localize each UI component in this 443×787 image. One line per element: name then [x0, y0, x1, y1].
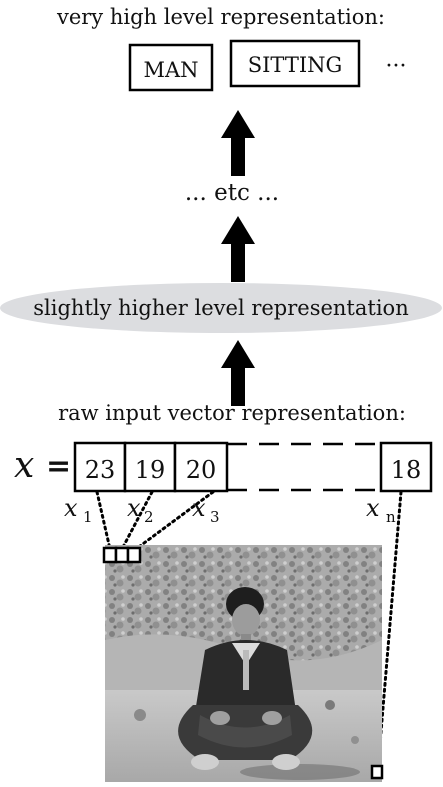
subscript-label-x2: x 2 — [127, 494, 154, 526]
svg-text:n: n — [386, 508, 396, 526]
svg-text:1: 1 — [83, 508, 93, 526]
vector-cell-n: 18 — [379, 441, 433, 493]
vector-cell-n-value: 18 — [391, 456, 422, 484]
input-photo — [105, 545, 382, 782]
subscript-label-x1: x 1 — [64, 494, 93, 526]
etc-label: ... etc ... — [185, 180, 279, 206]
vector-cell-3-value: 20 — [186, 456, 217, 484]
pixel-markers — [102, 546, 384, 780]
vector-cell-1: 23 — [73, 441, 127, 493]
subscript-label-xn: x n — [366, 494, 396, 526]
svg-text:3: 3 — [210, 508, 220, 526]
vector-cell-3: 20 — [173, 441, 229, 493]
up-arrow-top — [221, 110, 255, 176]
concept-box-man: MAN — [128, 43, 214, 92]
vector-cell-2-value: 19 — [135, 456, 166, 484]
svg-text:x: x — [366, 494, 380, 522]
svg-text:x: x — [127, 494, 141, 522]
concept-sitting-label: SITTING — [248, 53, 343, 77]
concept-man-label: MAN — [143, 58, 198, 82]
vector-equals: = — [46, 449, 71, 484]
svg-text:x: x — [64, 494, 78, 522]
up-arrow-middle — [221, 216, 255, 282]
vector-symbol: 𝑥 — [14, 445, 34, 486]
concept-box-sitting: SITTING — [229, 39, 361, 88]
top-title: very high level representation: — [56, 5, 385, 29]
raw-title: raw input vector representation: — [58, 401, 406, 425]
svg-text:2: 2 — [144, 508, 154, 526]
intermediate-label: slightly higher level representation — [33, 296, 408, 320]
vector-dashed-gap — [227, 442, 380, 492]
up-arrow-bottom — [221, 340, 255, 406]
vector-cell-1-value: 23 — [85, 456, 116, 484]
concept-more-ellipsis: ··· — [386, 54, 407, 79]
vector-cell-2: 19 — [123, 441, 177, 493]
intermediate-ellipse — [0, 283, 442, 333]
subscript-label-x3: x 3 — [192, 494, 220, 526]
